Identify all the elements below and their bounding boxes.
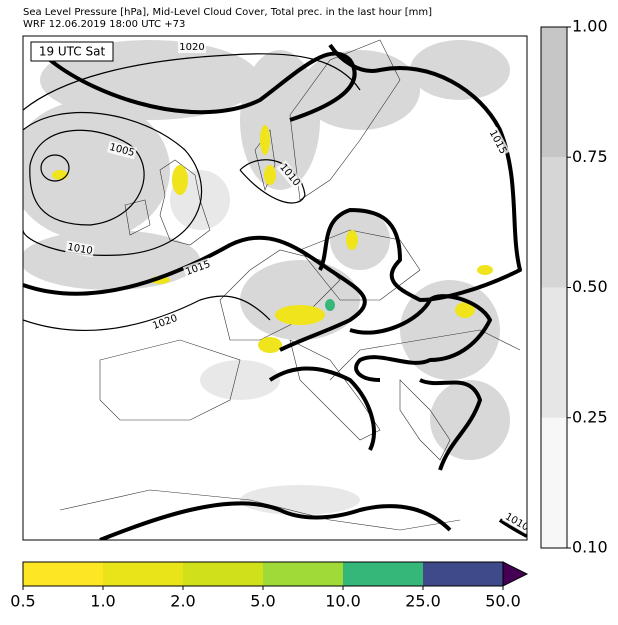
precipitation bbox=[52, 125, 493, 353]
colorbar-tick-label: 0.50 bbox=[572, 277, 608, 296]
isobar-label-bg bbox=[276, 160, 304, 190]
precip-colorbar: 0.5 1.0 2.0 5.0 10.0 25.0 50.0 bbox=[10, 561, 529, 611]
colorbar-tick-label: 0.10 bbox=[572, 538, 608, 557]
colorbar-tick-label: 2.0 bbox=[170, 592, 195, 611]
isobar-label-bg bbox=[149, 311, 181, 333]
colorbar-segment bbox=[541, 27, 567, 158]
isobar-label-bg bbox=[182, 257, 214, 279]
colorbar-segment bbox=[541, 287, 567, 418]
colorbar-tick-label: 25.0 bbox=[405, 592, 441, 611]
colorbar-segment bbox=[183, 562, 263, 586]
colorbar-tick-label: 50.0 bbox=[485, 592, 521, 611]
colorbar-segment bbox=[103, 562, 183, 586]
cloud-colorbar: 0.10 0.25 0.50 0.75 1.00 bbox=[540, 17, 608, 557]
colorbar-segment bbox=[541, 157, 567, 288]
isobar-label-bg bbox=[501, 509, 527, 535]
coastlines bbox=[59, 39, 521, 531]
colorbar-tick-label: 1.0 bbox=[90, 592, 115, 611]
colorbar-tick-label: 0.75 bbox=[572, 147, 608, 166]
colorbar-segment bbox=[263, 562, 343, 586]
title-line: WRF 12.06.2019 18:00 UTC +73 bbox=[23, 19, 185, 30]
isobar-label-bg bbox=[178, 41, 206, 53]
colorbar-segment bbox=[423, 562, 503, 586]
colorbar-tick-label: 0.25 bbox=[572, 407, 608, 426]
isobar-label-bg bbox=[65, 240, 95, 258]
colorbar-extension bbox=[502, 561, 529, 587]
colorbar-tick-label: 5.0 bbox=[250, 592, 275, 611]
isobar-label-bg bbox=[106, 140, 138, 160]
colorbar-tick-label: 1.00 bbox=[572, 17, 608, 36]
colorbar-segment bbox=[541, 417, 567, 548]
time-label-box bbox=[30, 41, 114, 62]
title-line: Sea Level Pressure [hPa], Mid-Level Clou… bbox=[23, 7, 432, 18]
isobar-label: 1020 bbox=[179, 42, 204, 53]
isobars bbox=[23, 43, 527, 540]
map-frame bbox=[22, 35, 528, 541]
colorbar-segment bbox=[23, 562, 103, 586]
map-area: 19 UTC Sat 10201005101010101015102010151… bbox=[23, 36, 527, 540]
colorbar-segment bbox=[343, 562, 423, 586]
time-label: 19 UTC Sat bbox=[39, 45, 106, 59]
colorbar-tick-label: 0.5 bbox=[10, 592, 35, 611]
isobar-label-bg bbox=[486, 126, 510, 158]
isobar-label: 1010 bbox=[66, 242, 93, 257]
colorbar-tick-label: 10.0 bbox=[325, 592, 361, 611]
